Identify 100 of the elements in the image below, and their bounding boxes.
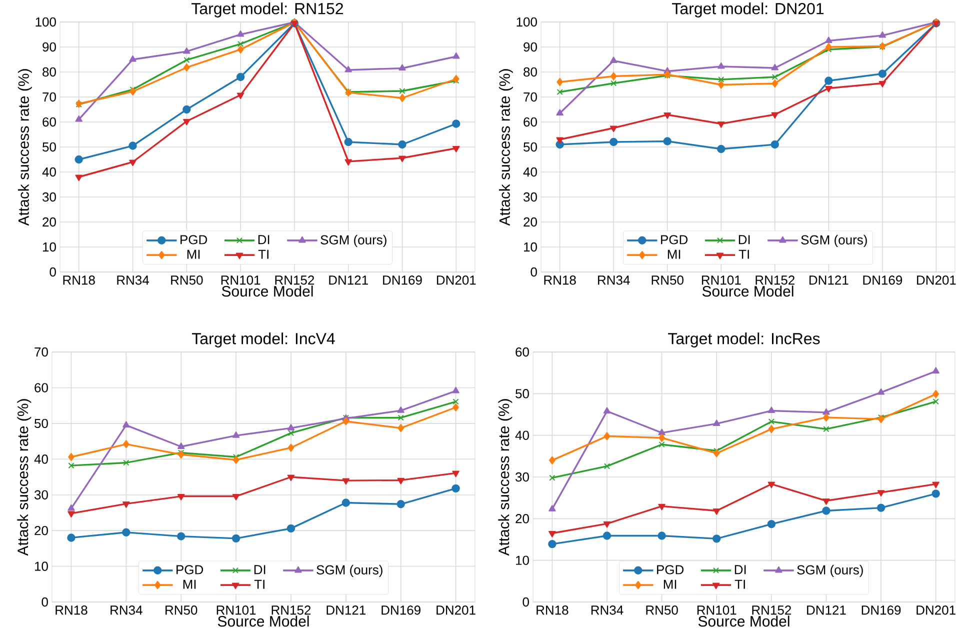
legend-label: SGM (ours) <box>320 234 386 248</box>
legend-label: DI <box>254 565 266 574</box>
legend-label: DI <box>734 565 746 574</box>
y-tick-label: 60 <box>42 117 56 127</box>
y-tick-label: 100 <box>516 17 537 27</box>
x-axis-title: Source Model <box>222 286 313 297</box>
y-tick-label: 50 <box>524 142 537 152</box>
x-tick-label: DN169 <box>862 606 901 615</box>
y-tick-label: 20 <box>516 514 529 524</box>
y-tick-label: 90 <box>524 42 537 52</box>
x-tick-label: RN18 <box>56 606 88 615</box>
chart-title: Target model: IncV4 <box>192 332 335 348</box>
y-tick-label: 20 <box>524 217 537 227</box>
y-tick-label: 20 <box>42 217 56 227</box>
x-tick-label: RN34 <box>598 276 630 285</box>
x-tick-label: RN152 <box>752 606 791 615</box>
y-tick-label: 80 <box>524 67 537 77</box>
x-tick-label: DN121 <box>326 606 366 615</box>
y-tick-label: 30 <box>42 192 56 202</box>
chart-title: Target model: RN152 <box>192 2 344 18</box>
x-tick-label: RN18 <box>63 276 95 285</box>
x-tick-label: DN201 <box>436 606 476 615</box>
y-tick-label: 10 <box>34 562 48 571</box>
y-tick-label: 70 <box>524 92 537 102</box>
y-tick-label: 60 <box>524 117 537 127</box>
y-tick-label: 90 <box>42 42 56 52</box>
y-axis-title: Attack success rate (%) <box>17 399 32 556</box>
y-tick-label: 10 <box>516 556 529 565</box>
x-tick-label: RN101 <box>221 276 260 285</box>
x-tick-label: DN121 <box>809 276 848 285</box>
legend-label: SGM (ours) <box>316 564 382 578</box>
y-tick-label: 0 <box>50 267 56 277</box>
legend-label: MI <box>668 250 680 259</box>
x-tick-label: RN34 <box>110 606 142 615</box>
legend-label: MI <box>664 580 676 589</box>
legend-label: DI <box>738 235 750 244</box>
x-axis-title: Source Model <box>702 286 794 297</box>
y-tick-label: 30 <box>516 472 529 482</box>
legend-label: TI <box>738 250 749 259</box>
legend-label: PGD <box>661 235 688 244</box>
y-tick-label: 30 <box>34 490 48 500</box>
x-tick-label: RN152 <box>756 276 794 285</box>
x-axis-title: Source Model <box>698 616 790 627</box>
y-tick-label: 60 <box>34 383 48 392</box>
y-tick-label: 40 <box>34 454 48 464</box>
x-tick-label: DN201 <box>917 276 956 285</box>
legend-label: PGD <box>657 565 684 574</box>
y-tick-label: 50 <box>42 142 56 152</box>
legend-label: MI <box>187 250 200 259</box>
y-tick-label: 20 <box>34 526 48 536</box>
y-tick-label: 60 <box>516 347 529 357</box>
y-tick-label: 0 <box>42 597 48 607</box>
x-axis-title: Source Model <box>218 616 309 627</box>
x-tick-label: RN34 <box>591 606 624 615</box>
x-tick-label: RN101 <box>702 276 741 285</box>
y-tick-label: 10 <box>42 242 56 252</box>
chart-title: Target model: IncRes <box>668 332 820 348</box>
y-tick-label: 40 <box>515 430 529 440</box>
x-tick-label: RN18 <box>544 276 576 285</box>
y-axis-title: Attack success rate (%) <box>498 399 512 556</box>
x-tick-label: DN169 <box>382 606 420 615</box>
y-tick-label: 0 <box>522 597 529 607</box>
y-axis-title: Attack success rate (%) <box>18 69 32 226</box>
x-tick-label: RN101 <box>697 606 736 615</box>
x-tick-label: DN169 <box>863 276 902 285</box>
y-tick-label: 40 <box>523 167 537 177</box>
x-tick-label: RN152 <box>275 276 314 285</box>
x-tick-label: RN34 <box>117 276 149 285</box>
legend-label: PGD <box>176 565 204 574</box>
x-tick-label: DN169 <box>383 276 422 285</box>
chart-title: Target model: DN201 <box>672 2 824 18</box>
x-tick-label: DN121 <box>329 276 368 285</box>
y-tick-label: 30 <box>524 192 537 202</box>
y-tick-label: 40 <box>42 167 56 177</box>
y-tick-label: 50 <box>516 389 529 398</box>
x-tick-label: DN201 <box>916 606 956 615</box>
legend-label: SGM (ours) <box>797 564 863 578</box>
x-tick-label: RN18 <box>536 606 568 615</box>
legend-label: TI <box>734 580 745 589</box>
x-tick-label: RN50 <box>652 276 684 285</box>
y-tick-label: 70 <box>42 92 56 102</box>
legend-label: MI <box>183 580 196 589</box>
x-tick-label: DN201 <box>436 276 476 285</box>
legend-label: DI <box>258 235 270 244</box>
x-tick-label: RN50 <box>166 606 198 615</box>
y-tick-label: 100 <box>36 17 56 27</box>
y-tick-label: 50 <box>34 418 48 428</box>
x-tick-label: RN50 <box>171 276 203 285</box>
legend-label: SGM (ours) <box>801 234 867 248</box>
x-tick-label: RN101 <box>216 606 256 615</box>
legend-label: TI <box>258 250 268 259</box>
legend-label: TI <box>254 580 264 589</box>
x-tick-label: DN121 <box>807 606 846 615</box>
legend-label: PGD <box>180 235 208 244</box>
x-tick-label: RN50 <box>646 606 678 615</box>
y-tick-label: 0 <box>530 267 537 277</box>
x-tick-label: RN152 <box>272 606 311 615</box>
y-tick-label: 80 <box>42 67 56 77</box>
y-axis-title: Attack success rate (%) <box>498 69 513 226</box>
y-tick-label: 70 <box>34 347 48 357</box>
